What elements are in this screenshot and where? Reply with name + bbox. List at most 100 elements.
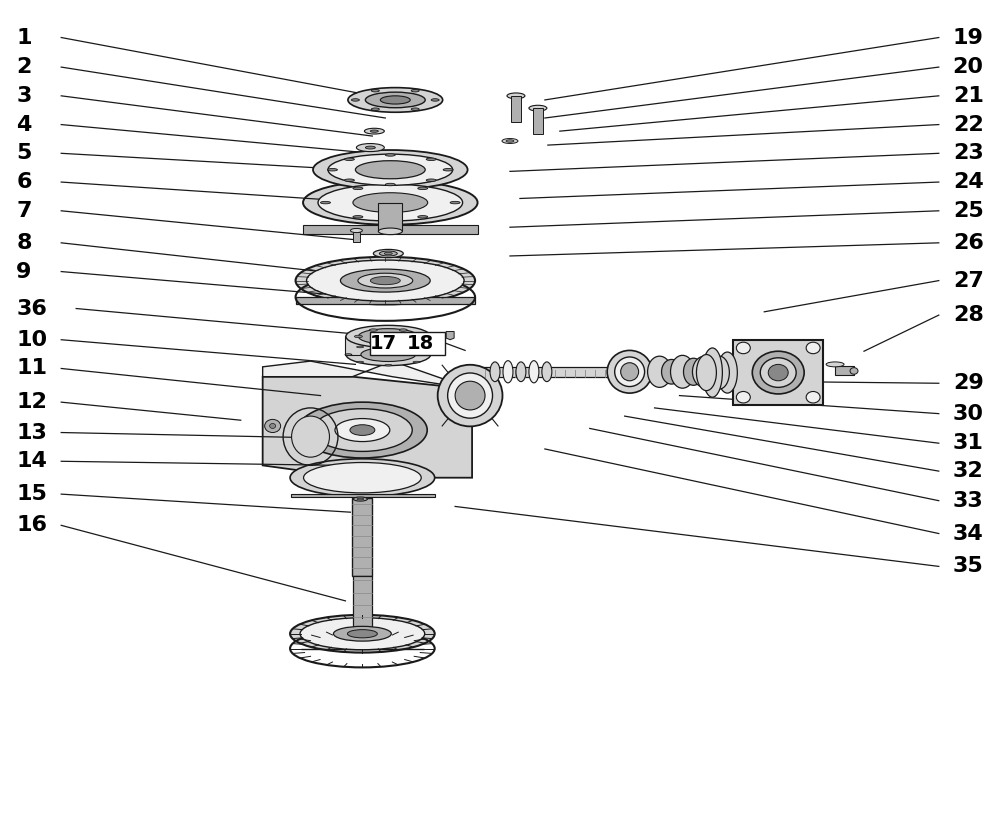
Ellipse shape	[507, 93, 525, 99]
Ellipse shape	[307, 260, 464, 301]
Ellipse shape	[696, 354, 716, 391]
Ellipse shape	[346, 344, 431, 366]
Text: 22: 22	[953, 115, 984, 134]
Text: 15: 15	[16, 485, 47, 504]
Ellipse shape	[399, 329, 407, 331]
Ellipse shape	[365, 146, 375, 149]
Text: 10: 10	[16, 330, 47, 349]
Ellipse shape	[683, 358, 703, 386]
Ellipse shape	[296, 257, 475, 304]
Text: 4: 4	[16, 115, 32, 134]
Text: 32: 32	[953, 461, 984, 481]
Ellipse shape	[369, 342, 377, 344]
Ellipse shape	[346, 325, 431, 348]
Bar	[733, 339, 823, 405]
Ellipse shape	[344, 179, 354, 181]
Polygon shape	[478, 367, 620, 377]
Circle shape	[736, 391, 750, 403]
Ellipse shape	[418, 187, 428, 190]
Text: 26: 26	[953, 233, 984, 253]
Polygon shape	[533, 108, 543, 134]
Text: 34: 34	[953, 523, 984, 544]
Text: 16: 16	[16, 515, 47, 536]
Ellipse shape	[328, 154, 453, 185]
Ellipse shape	[450, 201, 460, 204]
Ellipse shape	[373, 250, 403, 258]
Ellipse shape	[413, 346, 420, 348]
Ellipse shape	[379, 251, 397, 256]
Ellipse shape	[350, 228, 362, 232]
Polygon shape	[303, 225, 478, 234]
Circle shape	[270, 424, 276, 428]
Ellipse shape	[357, 361, 364, 363]
Text: 14: 14	[16, 452, 47, 471]
Ellipse shape	[353, 216, 363, 218]
Text: 17: 17	[370, 334, 397, 353]
Ellipse shape	[298, 402, 427, 458]
Text: 21: 21	[953, 86, 984, 105]
Ellipse shape	[411, 108, 419, 110]
Ellipse shape	[354, 335, 362, 338]
Ellipse shape	[290, 615, 435, 653]
Polygon shape	[835, 366, 854, 375]
Bar	[370, 331, 445, 354]
Polygon shape	[511, 96, 521, 122]
Ellipse shape	[356, 143, 384, 152]
Ellipse shape	[425, 353, 432, 355]
Ellipse shape	[378, 228, 402, 235]
Ellipse shape	[357, 499, 364, 500]
Text: 2: 2	[16, 57, 32, 77]
Ellipse shape	[384, 252, 392, 255]
Text: 29: 29	[953, 373, 984, 393]
Ellipse shape	[455, 382, 485, 410]
Ellipse shape	[348, 87, 443, 112]
Ellipse shape	[353, 187, 363, 190]
Circle shape	[752, 351, 804, 394]
Text: 35: 35	[953, 556, 984, 577]
Ellipse shape	[344, 158, 354, 161]
Ellipse shape	[351, 99, 359, 101]
Circle shape	[736, 342, 750, 353]
Ellipse shape	[438, 365, 502, 426]
Circle shape	[265, 419, 281, 433]
Ellipse shape	[702, 348, 722, 397]
Ellipse shape	[426, 179, 436, 181]
Ellipse shape	[385, 364, 392, 366]
Ellipse shape	[371, 108, 379, 110]
Ellipse shape	[318, 184, 463, 221]
Ellipse shape	[414, 335, 422, 338]
Ellipse shape	[355, 161, 425, 179]
Text: 33: 33	[953, 491, 984, 511]
Polygon shape	[352, 499, 372, 576]
Ellipse shape	[426, 158, 436, 161]
Text: 23: 23	[953, 143, 984, 163]
Ellipse shape	[380, 96, 410, 104]
Ellipse shape	[385, 154, 395, 157]
Ellipse shape	[350, 424, 375, 435]
Ellipse shape	[709, 356, 729, 389]
Ellipse shape	[503, 361, 513, 383]
Text: 36: 36	[16, 298, 47, 319]
Ellipse shape	[303, 180, 478, 225]
Ellipse shape	[358, 274, 413, 288]
Circle shape	[760, 358, 796, 387]
Ellipse shape	[304, 462, 421, 493]
Text: 6: 6	[16, 172, 32, 192]
Text: 1: 1	[16, 27, 32, 48]
Ellipse shape	[357, 346, 364, 348]
Text: 12: 12	[16, 392, 47, 412]
Ellipse shape	[399, 342, 407, 344]
Ellipse shape	[358, 329, 418, 344]
Polygon shape	[345, 336, 430, 354]
Ellipse shape	[516, 362, 526, 382]
Ellipse shape	[365, 92, 425, 108]
Ellipse shape	[364, 129, 384, 134]
Ellipse shape	[662, 359, 681, 384]
Ellipse shape	[353, 497, 367, 501]
Polygon shape	[291, 494, 435, 497]
Ellipse shape	[333, 626, 391, 641]
Ellipse shape	[290, 459, 435, 497]
Text: 27: 27	[953, 270, 984, 291]
Text: 7: 7	[16, 201, 32, 221]
Circle shape	[768, 364, 788, 381]
